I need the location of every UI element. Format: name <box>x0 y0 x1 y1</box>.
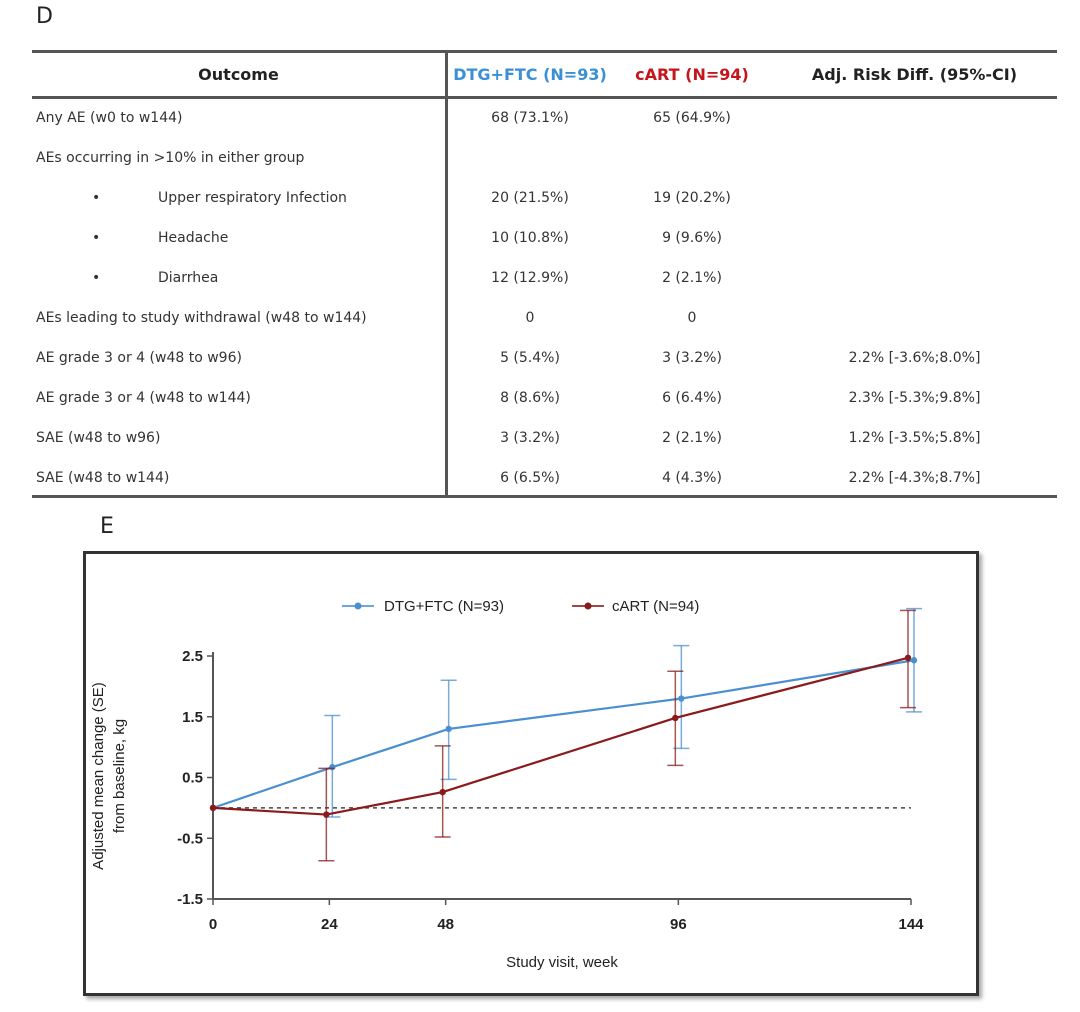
cell-dtg-ftc: 10 (10.8%) <box>491 230 569 246</box>
cell-outcome: AEs leading to study withdrawal (w48 to … <box>36 310 367 326</box>
y-tick-label: -1.5 <box>177 891 203 908</box>
x-tick-label: 0 <box>209 916 217 933</box>
panel-label-e: E <box>100 514 114 539</box>
cell-cart: 4 (4.3%) <box>662 470 722 486</box>
cell-risk-diff: 1.2% [-3.5%;5.8%] <box>848 430 981 446</box>
table-row: • Upper respiratory Infection 20 (21.5%) 19… <box>32 178 1057 218</box>
legend-marker-icon <box>584 602 592 610</box>
x-tick-label: 48 <box>437 916 454 933</box>
x-tick-label: 144 <box>898 916 924 933</box>
table-column-separator <box>445 50 448 498</box>
cell-outcome: AE grade 3 or 4 (w48 to w96) <box>36 350 242 366</box>
y-tick-label: 0.5 <box>182 770 203 787</box>
data-point-dtg-ftc <box>329 763 336 771</box>
cell-risk-diff: 2.3% [-5.3%;9.8%] <box>848 390 981 406</box>
series-line-cart <box>212 656 909 816</box>
cell-cart: 0 <box>687 310 697 326</box>
y-axis-label-line2: from baseline, kg <box>111 719 128 833</box>
data-point-cart <box>672 714 679 722</box>
table-bottom-rule <box>32 495 1057 498</box>
data-point-cart <box>904 654 912 662</box>
y-tick-label: 1.5 <box>182 709 203 726</box>
cell-cart: 2 (2.1%) <box>662 430 722 446</box>
header-dtg-ftc: DTG+FTC (N=93) <box>453 65 607 84</box>
x-axis-label: Study visit, week <box>506 954 618 971</box>
cell-dtg-ftc: 5 (5.4%) <box>500 350 560 366</box>
data-point-dtg-ftc <box>910 657 918 664</box>
cell-dtg-ftc: 68 (73.1%) <box>491 110 569 126</box>
header-outcome: Outcome <box>198 65 279 84</box>
data-point-cart <box>209 804 217 812</box>
table-row: SAE (w48 to w144) 6 (6.5%) 4 (4.3%) 2.2% [-… <box>32 458 1057 498</box>
y-axis-label-line1: Adjusted mean change (SE) <box>90 682 107 870</box>
cell-cart: 65 (64.9%) <box>653 110 731 126</box>
cell-dtg-ftc: 8 (8.6%) <box>500 390 560 406</box>
cell-risk-diff: 2.2% [-4.3%;8.7%] <box>848 470 981 486</box>
cell-outcome: Any AE (w0 to w144) <box>36 110 183 126</box>
cell-outcome: Headache <box>158 230 229 246</box>
x-tick-label: 96 <box>670 916 687 933</box>
cell-dtg-ftc: 20 (21.5%) <box>491 190 569 206</box>
bullet-icon: • <box>92 190 101 206</box>
chart-frame <box>83 551 979 996</box>
data-point-dtg-ftc <box>678 695 685 702</box>
cell-cart: 9 (9.6%) <box>662 230 722 246</box>
legend-label-dtg-ftc: DTG+FTC (N=93) <box>384 598 504 615</box>
cell-cart: 2 (2.1%) <box>662 270 722 286</box>
cell-cart: 6 (6.4%) <box>662 390 722 406</box>
cell-outcome: Upper respiratory Infection <box>158 190 347 206</box>
table-row: AEs leading to study withdrawal (w48 to … <box>32 298 1057 338</box>
table-row: AE grade 3 or 4 (w48 to w96) 5 (5.4%) 3 (3… <box>32 338 1057 378</box>
cell-outcome: SAE (w48 to w144) <box>36 470 170 486</box>
y-tick-label: 2.5 <box>182 648 203 665</box>
x-tick-label: 24 <box>321 916 338 933</box>
data-point-dtg-ftc <box>445 725 452 733</box>
bullet-icon: • <box>92 230 101 246</box>
cell-outcome: AEs occurring in >10% in either group <box>36 150 305 166</box>
y-tick-label: -0.5 <box>177 830 203 847</box>
cell-outcome: AE grade 3 or 4 (w48 to w144) <box>36 390 251 406</box>
cell-outcome: Diarrhea <box>158 270 219 286</box>
table-row: • Headache 10 (10.8%) 9 (9.6%) <box>32 218 1057 258</box>
header-risk-diff: Adj. Risk Diff. (95%-CI) <box>811 65 1018 84</box>
legend-marker-icon <box>354 602 362 610</box>
cell-cart: 3 (3.2%) <box>662 350 722 366</box>
header-cart: cART (N=94) <box>635 65 749 84</box>
cell-dtg-ftc: 3 (3.2%) <box>500 430 560 446</box>
data-point-cart <box>439 788 446 796</box>
cell-outcome: SAE (w48 to w96) <box>36 430 161 446</box>
table-row: • Diarrhea 12 (12.9%) 2 (2.1%) <box>32 258 1057 298</box>
cell-dtg-ftc: 12 (12.9%) <box>491 270 569 286</box>
table-header-rule <box>32 96 1057 99</box>
data-point-cart <box>323 811 330 818</box>
table-top-rule <box>32 50 1057 53</box>
table-row: Any AE (w0 to w144) 68 (73.1%) 65 (64.9%) <box>32 98 1057 138</box>
bullet-icon: • <box>92 270 101 286</box>
cell-cart: 19 (20.2%) <box>653 190 731 206</box>
table-row: AE grade 3 or 4 (w48 to w144) 8 (8.6%) 6 (… <box>32 378 1057 418</box>
cell-risk-diff: 2.2% [-3.6%;8.0%] <box>848 350 981 366</box>
legend-label-cart: cART (N=94) <box>612 598 699 615</box>
table-row: AEs occurring in >10% in either group <box>32 138 1057 178</box>
cell-dtg-ftc: 6 (6.5%) <box>500 470 560 486</box>
cell-dtg-ftc: 0 <box>525 310 535 326</box>
table-row: SAE (w48 to w96) 3 (3.2%) 2 (2.1%) 1.2% [-3… <box>32 418 1057 458</box>
panel-label-d: D <box>36 4 53 29</box>
